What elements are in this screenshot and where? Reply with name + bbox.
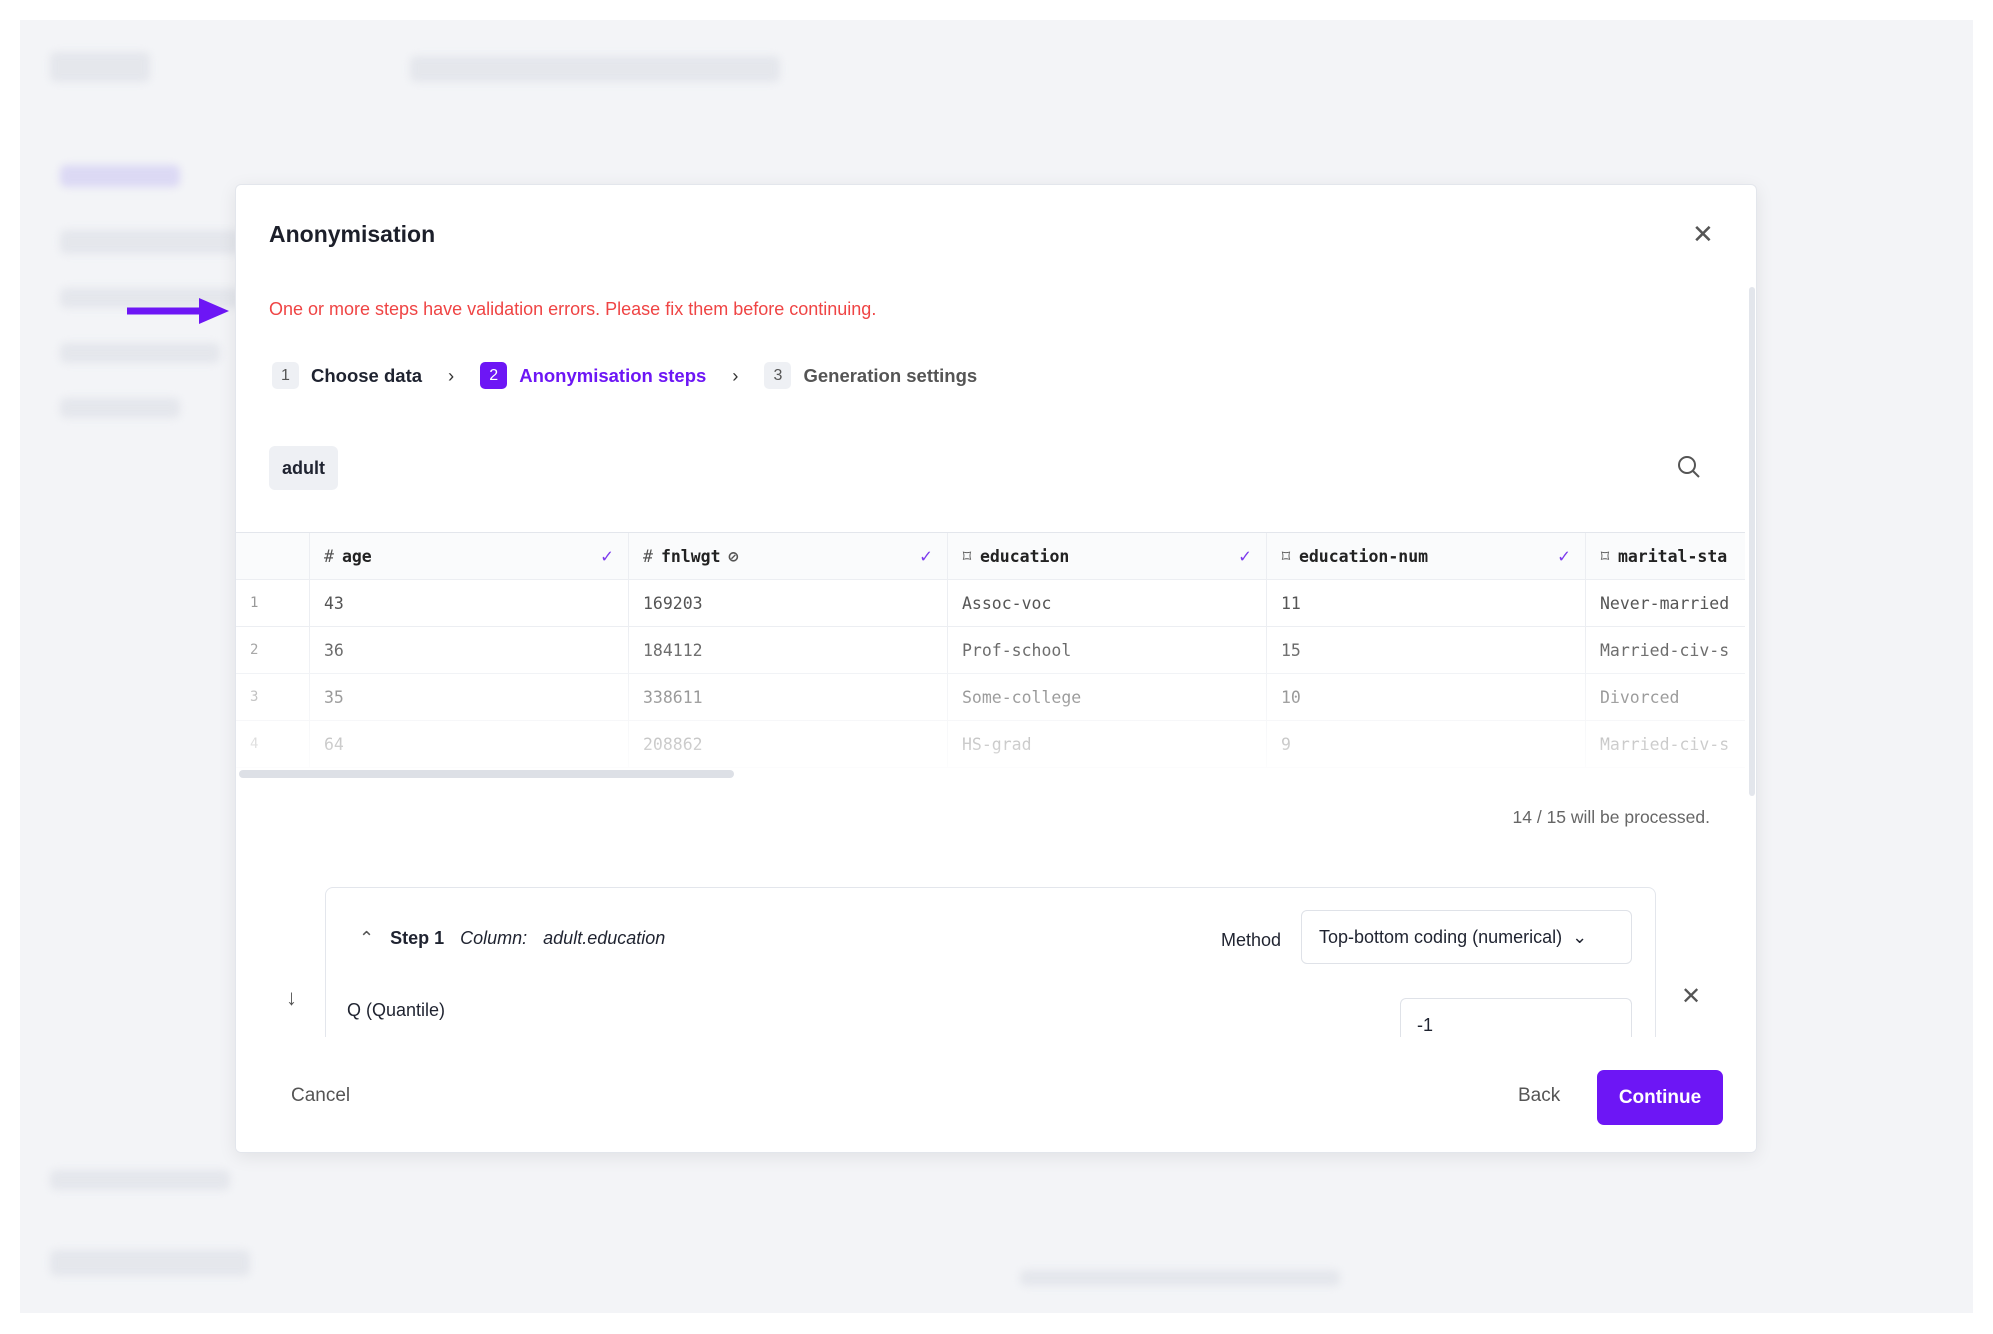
table-row: 1 43 169203 Assoc-voc 11 Never-married <box>236 580 1745 627</box>
step-generation-settings[interactable]: Generation settings <box>803 364 978 386</box>
table-header: # age ✓ # fnlwgt ⊘ ✓ ⌑ education ✓ ⌑ education-n… <box>236 533 1745 580</box>
cancel-button[interactable]: Cancel <box>291 1085 351 1106</box>
table-cell: Some-college <box>948 674 1267 720</box>
bookmark-icon: ⌑ <box>1281 546 1291 566</box>
table-cell: 64 <box>310 721 629 767</box>
processed-count: 14 / 15 will be processed. <box>1512 807 1710 827</box>
arrow-down-icon[interactable]: ↓ <box>286 985 297 1010</box>
row-number: 2 <box>236 627 310 673</box>
modal-title: Anonymisation <box>269 221 436 247</box>
table-row: 2 36 184112 Prof-school 15 Married-civ-s <box>236 627 1745 674</box>
hash-icon: # <box>324 546 334 566</box>
validation-error: One or more steps have validation errors… <box>269 299 877 319</box>
column-header-marital-status[interactable]: ⌑ marital-sta <box>1586 533 1745 579</box>
hash-icon: # <box>643 546 653 566</box>
search-icon[interactable] <box>1676 454 1702 480</box>
table-cell: 184112 <box>629 627 948 673</box>
table-cell: Prof-school <box>948 627 1267 673</box>
row-number: 4 <box>236 721 310 767</box>
step-anonymisation[interactable]: Anonymisation steps <box>519 364 707 386</box>
table-cell: 10 <box>1267 674 1586 720</box>
table-cell: Divorced <box>1586 674 1745 720</box>
arrow-pointer-icon <box>127 298 229 324</box>
table-row: 4 64 208862 HS-grad 9 Married-civ-s <box>236 721 1745 768</box>
stepper: 1 Choose data › 2 Anonymisation steps › … <box>272 362 977 389</box>
back-button[interactable]: Back <box>1518 1085 1561 1106</box>
table-cell: 11 <box>1267 580 1586 626</box>
dataset-chip[interactable]: adult <box>269 446 338 490</box>
table-cell: Assoc-voc <box>948 580 1267 626</box>
check-icon: ✓ <box>919 546 933 566</box>
anonymisation-modal: Anonymisation ✕ One or more steps have v… <box>235 184 1757 1153</box>
chevron-down-icon: ⌄ <box>1572 926 1588 947</box>
table-cell: 338611 <box>629 674 948 720</box>
table-cell: Never-married <box>1586 580 1745 626</box>
column-header-age[interactable]: # age ✓ <box>310 533 629 579</box>
step-number: 1 <box>272 362 299 389</box>
table-cell: Married-civ-s <box>1586 721 1745 767</box>
step-number: 2 <box>480 362 508 389</box>
check-icon: ✓ <box>600 546 614 566</box>
table-row: 3 35 338611 Some-college 10 Divorced <box>236 674 1745 721</box>
table-cell: 208862 <box>629 721 948 767</box>
quantile-input[interactable]: -1 <box>1400 998 1632 1058</box>
privacy-off-icon: ⊘ <box>728 546 739 566</box>
check-icon: ✓ <box>1238 546 1252 566</box>
bookmark-icon: ⌑ <box>962 546 972 566</box>
column-header-fnlwgt[interactable]: # fnlwgt ⊘ ✓ <box>629 533 948 579</box>
modal-footer <box>236 1037 1756 1152</box>
remove-step-icon[interactable]: ✕ <box>1681 983 1702 1010</box>
data-table: # age ✓ # fnlwgt ⊘ ✓ ⌑ education ✓ ⌑ education-n… <box>236 532 1745 777</box>
chevron-up-icon[interactable]: ⌃ <box>359 928 375 948</box>
table-cell: 169203 <box>629 580 948 626</box>
horizontal-scrollbar[interactable] <box>239 770 734 778</box>
column-header-education-num[interactable]: ⌑ education-num ✓ <box>1267 533 1586 579</box>
vertical-scrollbar[interactable] <box>1749 287 1755 796</box>
step-choose-data[interactable]: Choose data <box>311 364 423 386</box>
table-cell: 36 <box>310 627 629 673</box>
row-number: 3 <box>236 674 310 720</box>
bookmark-icon: ⌑ <box>1600 546 1610 566</box>
table-cell: 15 <box>1267 627 1586 673</box>
quantile-label: Q (Quantile) <box>347 1000 446 1020</box>
table-cell: HS-grad <box>948 721 1267 767</box>
method-dropdown[interactable]: Top-bottom coding (numerical) ⌄ <box>1301 910 1632 964</box>
check-icon: ✓ <box>1557 546 1571 566</box>
method-label: Method <box>1221 930 1282 950</box>
step-card: ⌃ Step 1 Column: adult.education Method … <box>325 887 1656 1087</box>
close-icon[interactable]: ✕ <box>1692 219 1714 249</box>
table-cell: 35 <box>310 674 629 720</box>
column-value: adult.education <box>543 928 666 948</box>
chevron-right-icon: › <box>732 364 739 386</box>
step-label: Step 1 <box>390 928 445 948</box>
continue-button[interactable]: Continue <box>1597 1070 1723 1125</box>
column-label: Column: <box>460 928 528 948</box>
step-number: 3 <box>764 362 792 389</box>
table-cell: 43 <box>310 580 629 626</box>
table-cell: 9 <box>1267 721 1586 767</box>
row-number: 1 <box>236 580 310 626</box>
table-cell: Married-civ-s <box>1586 627 1745 673</box>
column-header-education[interactable]: ⌑ education ✓ <box>948 533 1267 579</box>
chevron-right-icon: › <box>448 364 455 386</box>
